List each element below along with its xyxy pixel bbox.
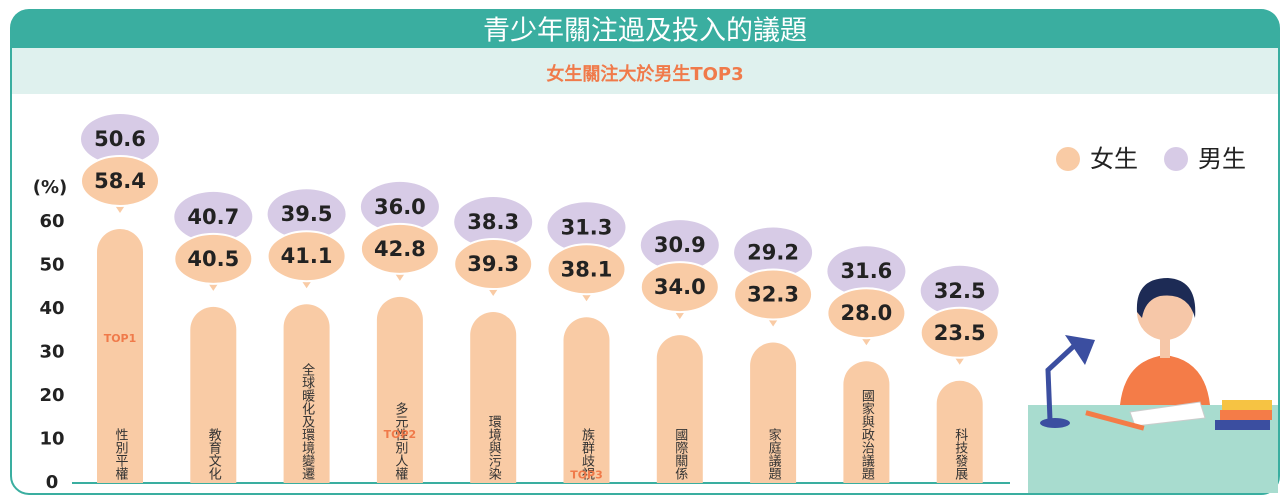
book <box>1215 420 1270 430</box>
data-label: 36.0 <box>374 195 426 219</box>
annotation: TOP3 <box>570 468 603 481</box>
data-label: 32.3 <box>747 282 799 306</box>
chart: 青少年關注過及投入的議題 女生關注大於男生TOP3 (%) 0 10 20 30 40 5… <box>0 0 1285 496</box>
data-label: 31.6 <box>840 259 892 283</box>
y-tick-label: 50 <box>39 255 64 276</box>
x-tick-label: 性別平權 <box>113 428 129 480</box>
x-tick-label: 環境與污染 <box>486 415 502 480</box>
data-label: 31.3 <box>561 215 613 239</box>
x-tick-label: 全球暖化及環境變遷 <box>299 362 315 481</box>
data-label: 40.5 <box>187 247 239 271</box>
x-tick-label: 國家與政治議題 <box>859 389 875 481</box>
person-neck <box>1160 338 1170 358</box>
x-tick-label: 國際關係 <box>672 428 688 480</box>
annotation: TOP1 <box>104 332 137 345</box>
legend-label: 男生 <box>1198 145 1246 173</box>
chart-title: 青少年關注過及投入的議題 <box>483 16 807 47</box>
data-label: 39.5 <box>281 202 333 226</box>
y-tick-label: 10 <box>39 429 64 450</box>
data-label: 29.2 <box>747 240 799 264</box>
legend-label: 女生 <box>1090 145 1138 173</box>
x-tick-label: 多元性別人權 <box>392 401 408 480</box>
page: {"chart_data": {"type": "bar", "title": … <box>0 0 1285 500</box>
y-tick-label: 0 <box>46 472 59 493</box>
x-tick-label: 教育文化 <box>206 427 222 481</box>
x-tick-label: 家庭議題 <box>766 427 782 481</box>
legend-swatch <box>1056 147 1080 171</box>
data-label: 30.9 <box>654 233 706 257</box>
data-label: 41.1 <box>281 244 333 268</box>
data-label: 42.8 <box>374 237 426 261</box>
book <box>1222 400 1272 410</box>
chart-subtitle: 女生關注大於男生TOP3 <box>546 63 743 85</box>
data-label: 23.5 <box>934 321 986 345</box>
data-label: 28.0 <box>840 301 892 325</box>
data-label: 40.7 <box>187 205 239 229</box>
y-tick-label: 40 <box>39 298 64 319</box>
legend-swatch <box>1164 147 1188 171</box>
y-tick-label: 30 <box>39 342 64 363</box>
y-tick-label: 20 <box>39 385 64 406</box>
data-label: 38.1 <box>561 257 613 281</box>
data-label: 32.5 <box>934 279 986 303</box>
y-axis-label: (%) <box>33 177 68 198</box>
annotation: TOP2 <box>384 428 417 441</box>
book <box>1220 410 1272 420</box>
data-label: 58.4 <box>94 169 146 193</box>
x-tick-label: 科技發展 <box>952 428 968 480</box>
data-label: 38.3 <box>467 210 519 234</box>
data-label: 34.0 <box>654 275 706 299</box>
lamp-base <box>1040 418 1070 428</box>
data-label: 39.3 <box>467 252 519 276</box>
y-tick-label: 60 <box>39 211 64 232</box>
data-label: 50.6 <box>94 127 146 151</box>
